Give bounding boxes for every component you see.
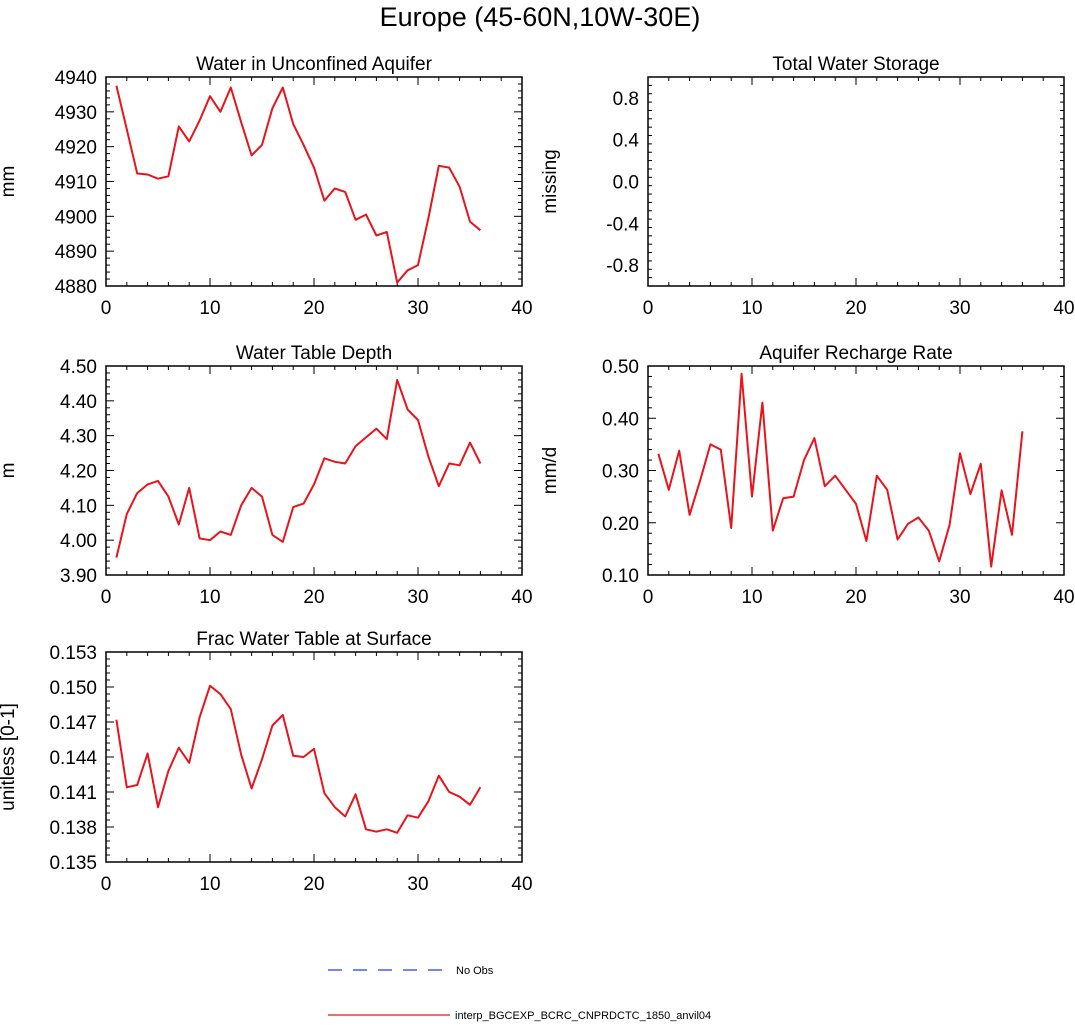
plot-frame bbox=[105, 76, 523, 287]
y-tick-label: 4920 bbox=[55, 138, 97, 159]
y-tick-label: 4910 bbox=[55, 173, 97, 194]
x-tick-label: 0 bbox=[101, 298, 112, 319]
y-tick-label: 0.144 bbox=[49, 748, 97, 769]
x-tick-label: 10 bbox=[199, 587, 220, 608]
y-tick-label: 0.0 bbox=[613, 173, 639, 194]
y-tick-label: 0.147 bbox=[49, 713, 97, 734]
panel-frac-water-table-surface: Frac Water Table at Surface 0 10 20 30 40 0.13… bbox=[0, 629, 533, 895]
x-tick-label: 20 bbox=[303, 874, 324, 895]
x-tick-label: 10 bbox=[741, 298, 762, 319]
y-tick-label: 0.50 bbox=[602, 357, 639, 378]
y-tick-label: 4.50 bbox=[60, 357, 97, 378]
y-tick-label: 0.153 bbox=[49, 643, 97, 664]
legend: No Obs interp_BGCEXP_BCRC_CNPRDCTC_1850_a… bbox=[328, 965, 711, 1022]
x-tick-label: 40 bbox=[1053, 298, 1074, 319]
x-tick-label: 10 bbox=[741, 587, 762, 608]
y-tick-label: 4.00 bbox=[60, 531, 97, 552]
y-tick-label: 4940 bbox=[55, 68, 97, 89]
legend-entry: interp_BGCEXP_BCRC_CNPRDCTC_1850_anvil04 bbox=[328, 1010, 711, 1022]
x-tick-label: 20 bbox=[845, 298, 866, 319]
x-tick-label: 0 bbox=[643, 298, 654, 319]
plot-frame bbox=[647, 365, 1065, 576]
y-tick-label: 0.138 bbox=[49, 818, 97, 839]
panel-total-water-storage: Total Water Storage 0 10 20 30 40 -0.8 -0.4 0.0 0… bbox=[540, 54, 1075, 319]
x-tick-label: 30 bbox=[949, 298, 970, 319]
series-line bbox=[115, 378, 482, 558]
legend-entry: No Obs bbox=[328, 965, 494, 977]
x-tick-label: 40 bbox=[1053, 587, 1074, 608]
plot-frame bbox=[105, 365, 523, 576]
panel-title: Water in Unconfined Aquifer bbox=[196, 54, 433, 75]
y-tick-label: 0.8 bbox=[613, 89, 639, 110]
x-tick-label: 40 bbox=[511, 587, 532, 608]
panel-title: Total Water Storage bbox=[772, 54, 939, 75]
y-axis-label: unitless [0-1] bbox=[0, 703, 19, 811]
panel-water-unconfined-aquifer: Water in Unconfined Aquifer 0 10 20 30 40 4880… bbox=[0, 54, 533, 319]
y-tick-label: 0.4 bbox=[613, 131, 640, 152]
y-tick-label: 4.10 bbox=[60, 496, 97, 517]
x-tick-label: 0 bbox=[101, 874, 112, 895]
x-tick-label: 20 bbox=[303, 587, 324, 608]
y-tick-label: 4.20 bbox=[60, 462, 97, 483]
panel-title: Frac Water Table at Surface bbox=[196, 629, 432, 650]
main-title: Europe (45-60N,10W-30E) bbox=[380, 2, 701, 32]
series-line bbox=[657, 372, 1024, 568]
panel-aquifer-recharge-rate: Aquifer Recharge Rate 0 10 20 30 40 0.10 0.20 0.… bbox=[540, 343, 1075, 608]
y-tick-label: 4.30 bbox=[60, 427, 97, 448]
y-tick-label: 0.150 bbox=[49, 678, 97, 699]
legend-label: interp_BGCEXP_BCRC_CNPRDCTC_1850_anvil04 bbox=[455, 1010, 711, 1022]
y-tick-label: 4930 bbox=[55, 103, 97, 124]
series-line bbox=[115, 85, 482, 284]
panel-title: Aquifer Recharge Rate bbox=[759, 343, 952, 364]
x-tick-label: 40 bbox=[511, 298, 532, 319]
y-tick-label: -0.8 bbox=[606, 256, 639, 277]
panel-title: Water Table Depth bbox=[236, 343, 392, 364]
x-tick-label: 10 bbox=[199, 298, 220, 319]
y-tick-label: 0.30 bbox=[602, 462, 639, 483]
x-tick-label: 30 bbox=[949, 587, 970, 608]
y-tick-label: 0.40 bbox=[602, 409, 639, 430]
x-tick-label: 0 bbox=[101, 587, 112, 608]
x-tick-label: 40 bbox=[511, 874, 532, 895]
y-tick-label: 0.20 bbox=[602, 514, 639, 535]
y-axis-label: mm bbox=[0, 166, 19, 198]
x-tick-label: 30 bbox=[407, 874, 428, 895]
panel-water-table-depth: Water Table Depth 0 10 20 30 40 3.90 4.00 4.10 4.… bbox=[0, 343, 533, 608]
y-axis-label: missing bbox=[540, 149, 561, 213]
x-tick-label: 10 bbox=[199, 874, 220, 895]
x-tick-label: 20 bbox=[845, 587, 866, 608]
legend-label: No Obs bbox=[456, 965, 494, 977]
y-tick-label: 0.10 bbox=[602, 566, 639, 587]
panels: Water in Unconfined Aquifer 0 10 20 30 40 4880… bbox=[0, 54, 1075, 895]
y-tick-label: 4.40 bbox=[60, 392, 97, 413]
series-line bbox=[115, 684, 482, 834]
y-tick-label: 0.135 bbox=[49, 853, 97, 874]
x-tick-label: 20 bbox=[303, 298, 324, 319]
y-tick-label: 3.90 bbox=[60, 566, 97, 587]
y-tick-label: -0.4 bbox=[606, 214, 639, 235]
y-tick-label: 4880 bbox=[55, 277, 97, 298]
y-tick-label: 0.141 bbox=[49, 783, 97, 804]
y-tick-label: 4890 bbox=[55, 242, 97, 263]
x-tick-label: 0 bbox=[643, 587, 654, 608]
plot-frame bbox=[647, 76, 1065, 287]
x-tick-label: 30 bbox=[407, 298, 428, 319]
y-axis-label: m bbox=[0, 463, 19, 479]
x-tick-label: 30 bbox=[407, 587, 428, 608]
y-tick-label: 4900 bbox=[55, 207, 97, 228]
plot-frame bbox=[105, 651, 523, 863]
y-axis-label: mm/d bbox=[540, 447, 561, 495]
